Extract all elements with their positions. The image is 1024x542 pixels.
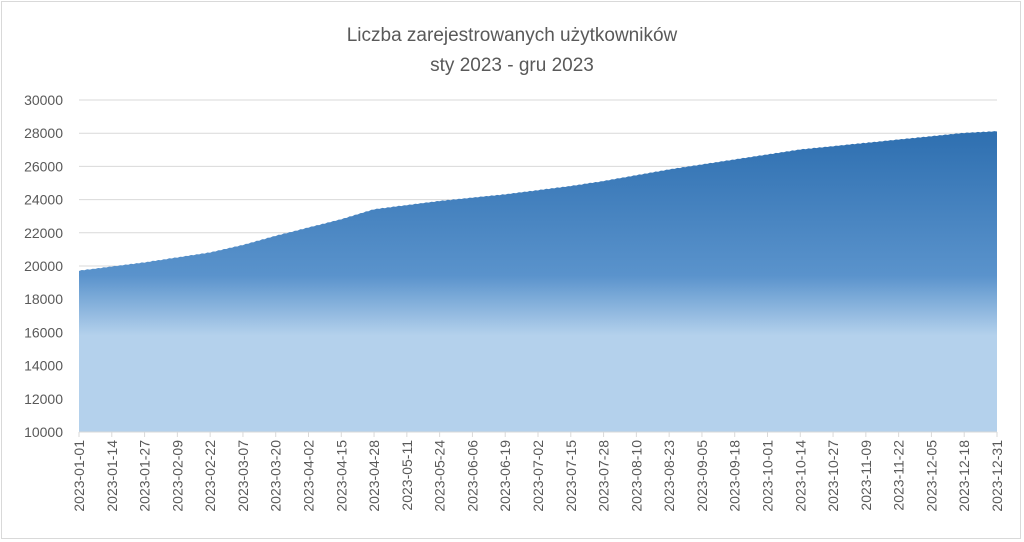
y-tick-label: 24000 (24, 192, 63, 208)
x-tick-label: 2023-02-22 (202, 440, 218, 512)
x-axis: 2023-01-01 2023-01-14 2023-01-27 2023-02-09… (71, 431, 1005, 512)
x-tick-label: 2023-10-01 (760, 440, 776, 512)
x-tick-label: 2023-08-10 (628, 440, 644, 512)
y-tick-label: 20000 (24, 258, 63, 274)
chart-title: Liczba zarejestrowanych użytkowników (347, 25, 678, 46)
x-tick-label: 2023-01-27 (137, 440, 153, 512)
y-tick-label: 22000 (24, 225, 63, 241)
x-tick-label: 2023-03-07 (235, 440, 251, 512)
y-tick-label: 12000 (24, 391, 63, 407)
area-series (79, 131, 997, 432)
x-tick-label: 2023-10-14 (792, 440, 808, 512)
x-tick-label: 2023-07-15 (563, 440, 579, 512)
x-tick-label: 2023-08-23 (661, 440, 677, 512)
chart-subtitle: sty 2023 - gru 2023 (430, 55, 594, 76)
y-tick-label: 18000 (24, 291, 63, 307)
x-tick-label: 2023-07-28 (596, 440, 612, 512)
x-tick-label: 2023-04-02 (301, 440, 317, 512)
y-tick-label: 16000 (24, 324, 63, 340)
x-tick-label: 2023-09-18 (727, 440, 743, 512)
x-tick-label: 2023-01-14 (104, 440, 120, 512)
x-tick-label: 2023-03-20 (268, 440, 284, 512)
x-tick-label: 2023-11-09 (858, 440, 874, 511)
x-tick-label: 2023-01-01 (71, 440, 87, 512)
area-fill (79, 131, 997, 432)
x-tick-label: 2023-09-05 (694, 440, 710, 512)
y-tick-label: 14000 (24, 358, 63, 374)
x-tick-label: 2023-04-15 (333, 440, 349, 512)
y-tick-label: 26000 (24, 158, 63, 174)
y-tick-label: 28000 (24, 125, 63, 141)
x-tick-label: 2023-10-27 (825, 440, 841, 512)
x-tick-label: 2023-12-18 (956, 440, 972, 512)
y-tick-label: 30000 (24, 92, 63, 108)
x-tick-label: 2023-07-02 (530, 440, 546, 512)
x-tick-label: 2023-05-11 (399, 440, 415, 511)
x-tick-label: 2023-04-28 (366, 440, 382, 512)
y-tick-label: 10000 (24, 424, 63, 440)
x-tick-label: 2023-02-09 (169, 440, 185, 512)
x-tick-label: 2023-12-31 (989, 440, 1005, 512)
x-tick-label: 2023-05-24 (432, 440, 448, 512)
x-tick-label: 2023-06-06 (464, 440, 480, 512)
x-tick-label: 2023-12-05 (923, 440, 939, 512)
x-tick-label: 2023-06-19 (497, 440, 513, 512)
y-axis: 10000 12000 14000 16000 18000 20000 22000 24000… (24, 92, 63, 440)
x-tick-label: 2023-11-22 (891, 440, 907, 511)
